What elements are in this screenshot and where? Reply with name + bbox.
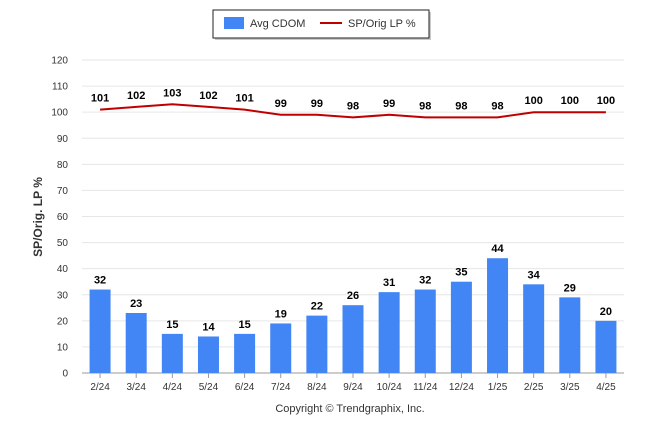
bar-value-label: 34 [528, 269, 541, 281]
bar [378, 292, 400, 373]
line-value-label: 101 [235, 93, 253, 105]
x-tick-label: 1/25 [488, 382, 508, 393]
line-value-label: 99 [383, 98, 395, 110]
copyright-notice: Copyright © Trendgraphix, Inc. [275, 403, 424, 415]
legend-label-line: SP/Orig LP % [348, 18, 416, 30]
y-tick-label: 60 [57, 212, 69, 223]
bar-value-label: 23 [130, 298, 142, 310]
bar-value-label: 31 [383, 277, 395, 289]
bar-value-label: 29 [564, 282, 576, 294]
y-tick-label: 100 [51, 108, 68, 119]
x-tick-label: 4/24 [163, 382, 183, 393]
legend-label-bar: Avg CDOM [250, 18, 305, 30]
bar-value-label: 44 [491, 243, 504, 255]
bar [234, 333, 256, 373]
y-tick-label: 90 [57, 134, 69, 145]
y-axis-title: SP/Orig. LP % [31, 177, 45, 257]
x-tick-label: 10/24 [377, 382, 402, 393]
bar-series [89, 258, 617, 373]
x-tick-label: 2/25 [524, 382, 544, 393]
y-tick-label: 40 [57, 264, 69, 275]
x-tick-label: 3/24 [126, 382, 146, 393]
bar-value-label: 15 [166, 319, 178, 331]
bar-data-labels: 32 23 15 14 15 19 22 26 31 32 35 44 34 29 20 [94, 243, 612, 333]
line-value-label: 100 [597, 95, 615, 107]
line-value-label: 101 [91, 93, 109, 105]
line-data-labels: 101 102 103 102 101 99 99 98 99 98 98 98 100 100 100 [91, 87, 615, 112]
bar-value-label: 15 [238, 319, 250, 331]
bar-value-label: 26 [347, 290, 359, 302]
bar-value-label: 22 [311, 301, 323, 313]
bar [487, 258, 509, 373]
bar [595, 320, 617, 373]
bar [161, 333, 183, 373]
y-tick-label: 10 [57, 342, 69, 353]
y-tick-label: 80 [57, 160, 69, 171]
bar-value-label: 14 [202, 321, 215, 333]
line-value-label: 100 [561, 95, 579, 107]
y-tick-label: 30 [57, 290, 69, 301]
line-value-label: 102 [199, 90, 217, 102]
bar [125, 313, 147, 373]
line-value-label: 99 [311, 98, 323, 110]
y-tick-label: 70 [57, 186, 69, 197]
x-axis-ticks: 2/24 3/24 4/24 5/24 6/24 7/24 8/24 9/24 10/24 11/… [90, 373, 616, 393]
legend: Avg CDOM SP/Orig LP % [212, 9, 431, 40]
bar [523, 284, 545, 373]
y-tick-label: 0 [62, 369, 68, 380]
x-tick-label: 2/24 [90, 382, 110, 393]
x-tick-label: 12/24 [449, 382, 474, 393]
line-value-label: 98 [419, 100, 431, 112]
bar [197, 336, 219, 373]
x-tick-label: 5/24 [199, 382, 219, 393]
line-value-label: 100 [524, 95, 542, 107]
y-tick-label: 20 [57, 316, 69, 327]
x-tick-label: 4/25 [596, 382, 616, 393]
y-tick-label: 50 [57, 238, 69, 249]
bar [450, 281, 472, 373]
bar-value-label: 32 [419, 275, 431, 287]
bar [342, 305, 364, 373]
line-value-label: 102 [127, 90, 145, 102]
legend-swatch-bar [224, 17, 244, 29]
y-axis-ticks: 0 10 20 30 40 50 60 70 80 90 100 110 120 [51, 56, 68, 380]
bar-value-label: 19 [275, 308, 287, 320]
bar [89, 289, 111, 373]
y-tick-label: 120 [51, 56, 68, 67]
line-value-label: 99 [275, 98, 287, 110]
line-value-label: 98 [347, 100, 359, 112]
x-tick-label: 8/24 [307, 382, 327, 393]
bar-value-label: 35 [455, 267, 467, 279]
bar [270, 323, 292, 373]
line-series [99, 103, 607, 119]
x-tick-label: 11/24 [413, 382, 438, 393]
bar-value-label: 32 [94, 275, 106, 287]
x-tick-label: 6/24 [235, 382, 255, 393]
line-value-label: 98 [455, 100, 467, 112]
bar-value-label: 20 [600, 306, 612, 318]
bar [306, 315, 328, 373]
x-tick-label: 9/24 [343, 382, 363, 393]
x-tick-label: 7/24 [271, 382, 291, 393]
y-tick-label: 110 [52, 82, 68, 93]
line-value-label: 98 [491, 100, 503, 112]
line-value-label: 103 [163, 87, 181, 99]
bar [559, 297, 581, 373]
x-tick-label: 3/25 [560, 382, 580, 393]
bar [414, 289, 436, 373]
